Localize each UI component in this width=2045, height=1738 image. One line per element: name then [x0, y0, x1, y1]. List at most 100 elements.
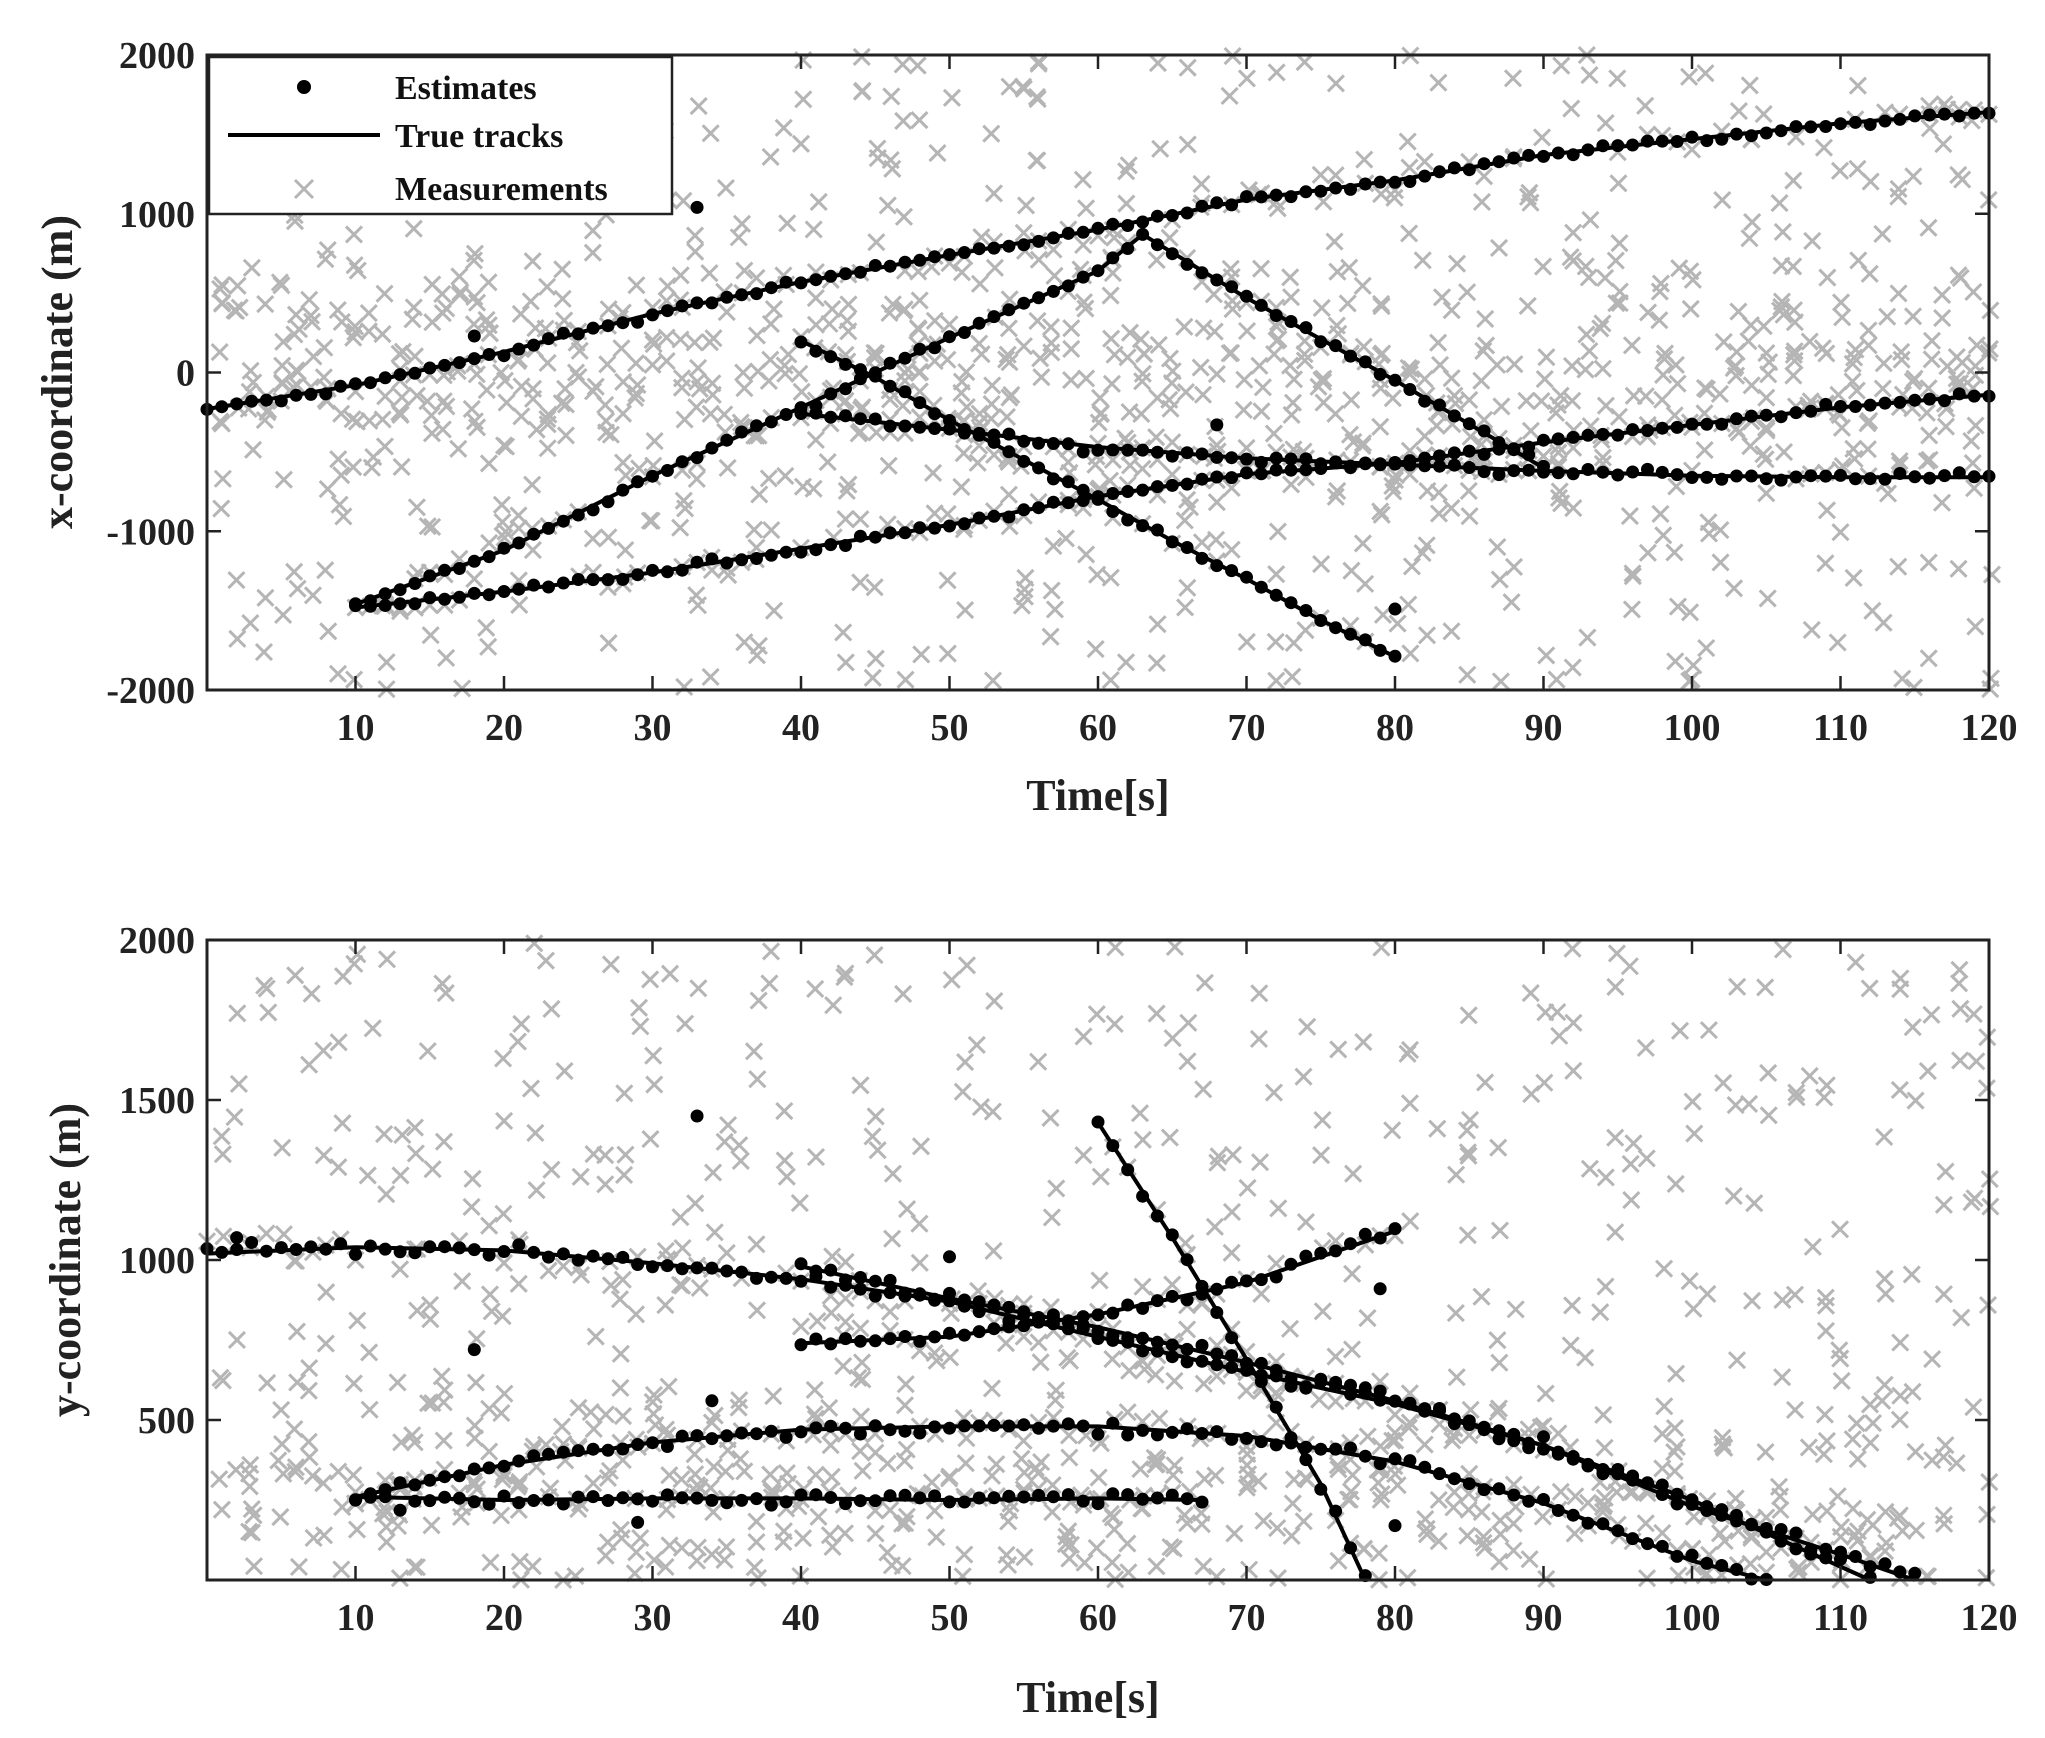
measurement-mark: [910, 111, 929, 130]
estimate-point: [1655, 465, 1669, 479]
estimate-point: [1522, 463, 1536, 477]
estimate-point: [1017, 1418, 1031, 1432]
estimate-point: [1299, 463, 1313, 477]
x-tick-label: 100: [1664, 707, 1721, 749]
measurement-mark: [227, 570, 246, 590]
measurement-mark: [583, 243, 602, 262]
measurement-mark: [553, 289, 572, 308]
measurement-mark: [583, 221, 603, 240]
estimate-point: [586, 1249, 600, 1263]
estimate-point: [1759, 408, 1773, 422]
measurement-mark: [1458, 1143, 1477, 1162]
measurement-mark: [1802, 620, 1821, 639]
measurement-mark: [274, 1225, 293, 1244]
measurement-mark: [1283, 667, 1302, 686]
estimate-point: [735, 425, 749, 439]
estimate-point: [259, 1244, 273, 1258]
measurement-mark: [925, 1344, 944, 1363]
estimate-point: [1715, 132, 1729, 146]
measurement-mark: [806, 288, 825, 308]
estimate-point: [1076, 445, 1090, 459]
estimate-point: [1700, 470, 1714, 484]
x-tick-label: 80: [1376, 1597, 1414, 1639]
measurement-mark: [555, 1061, 574, 1081]
estimate-point: [1358, 177, 1372, 191]
estimate-point: [1670, 1487, 1684, 1501]
estimate-point: [764, 1498, 778, 1512]
measurement-mark: [1903, 1382, 1922, 1401]
measurement-mark: [910, 291, 929, 310]
measurement-mark: [1207, 364, 1226, 384]
legend-label-measurements: Measurements: [395, 171, 608, 208]
measurement-mark: [1696, 64, 1715, 83]
estimate-point: [1269, 309, 1283, 322]
measurement-mark: [477, 310, 496, 330]
estimate-point: [690, 1261, 704, 1275]
estimate-point: [943, 248, 956, 262]
measurement-mark: [462, 1197, 481, 1217]
estimate-point: [1314, 335, 1328, 349]
measurement-mark: [285, 212, 305, 231]
measurement-mark: [301, 306, 320, 325]
measurement-mark: [1816, 1321, 1836, 1340]
estimate-point: [467, 1243, 481, 1257]
estimate-point: [230, 397, 244, 411]
estimate-point: [1284, 1431, 1298, 1445]
estimate-point: [1165, 209, 1179, 222]
estimate-point: [1373, 1231, 1387, 1245]
measurement-mark: [1151, 139, 1170, 158]
measurement-mark: [225, 1107, 244, 1127]
estimate-point: [1700, 417, 1714, 431]
measurement-mark: [1593, 448, 1612, 467]
measurement-mark: [878, 196, 897, 215]
estimate-point: [542, 332, 555, 346]
measurement-mark: [644, 1385, 664, 1405]
estimate-point: [1462, 444, 1476, 458]
measurement-mark: [1518, 296, 1537, 315]
x-tick-label: 100: [1664, 1597, 1721, 1639]
measurement-mark: [761, 350, 780, 369]
measurement-mark: [433, 974, 452, 993]
estimate-point: [883, 1286, 897, 1300]
estimate-point: [1269, 1400, 1283, 1414]
measurement-mark: [1268, 1518, 1287, 1538]
measurement-mark: [952, 477, 971, 497]
estimate-point: [1626, 423, 1640, 437]
measurement-mark: [883, 1164, 902, 1183]
measurement-mark: [952, 263, 971, 282]
measurement-mark: [1284, 370, 1304, 389]
estimate-point: [1492, 1482, 1506, 1496]
estimate-point: [660, 1488, 674, 1502]
measurement-mark: [1551, 1482, 1570, 1501]
measurement-mark: [242, 1523, 262, 1542]
measurement-mark: [656, 1420, 675, 1439]
estimate-point: [898, 1330, 912, 1343]
measurement-mark: [1460, 1110, 1480, 1129]
measurement-mark: [1400, 365, 1419, 384]
estimate-point: [1522, 148, 1536, 162]
measurement-mark: [1962, 1193, 1981, 1212]
estimate-point: [1299, 452, 1313, 466]
measurement-mark: [1727, 1351, 1747, 1370]
estimate-point: [393, 1476, 407, 1490]
measurement-mark: [554, 1257, 573, 1276]
estimate-point: [764, 1270, 778, 1284]
measurement-mark: [1873, 1391, 1892, 1410]
measurement-mark: [1047, 1179, 1066, 1198]
estimate-point: [1314, 1442, 1328, 1456]
measurement-mark: [467, 365, 486, 384]
estimate-point: [809, 1488, 823, 1502]
measurement-mark: [1372, 938, 1391, 957]
measurement-mark: [464, 251, 483, 270]
measurement-mark: [1754, 105, 1773, 124]
measurement-mark: [1472, 1502, 1491, 1522]
estimate-point: [408, 1494, 422, 1508]
measurement-mark: [1682, 140, 1702, 159]
estimate-point: [1225, 1360, 1239, 1374]
measurement-mark: [466, 1373, 485, 1392]
estimate-point: [512, 582, 526, 596]
measurement-mark: [1103, 264, 1122, 283]
estimate-point: [1863, 472, 1877, 486]
measurement-mark: [373, 325, 392, 344]
estimate-point: [1952, 466, 1966, 480]
